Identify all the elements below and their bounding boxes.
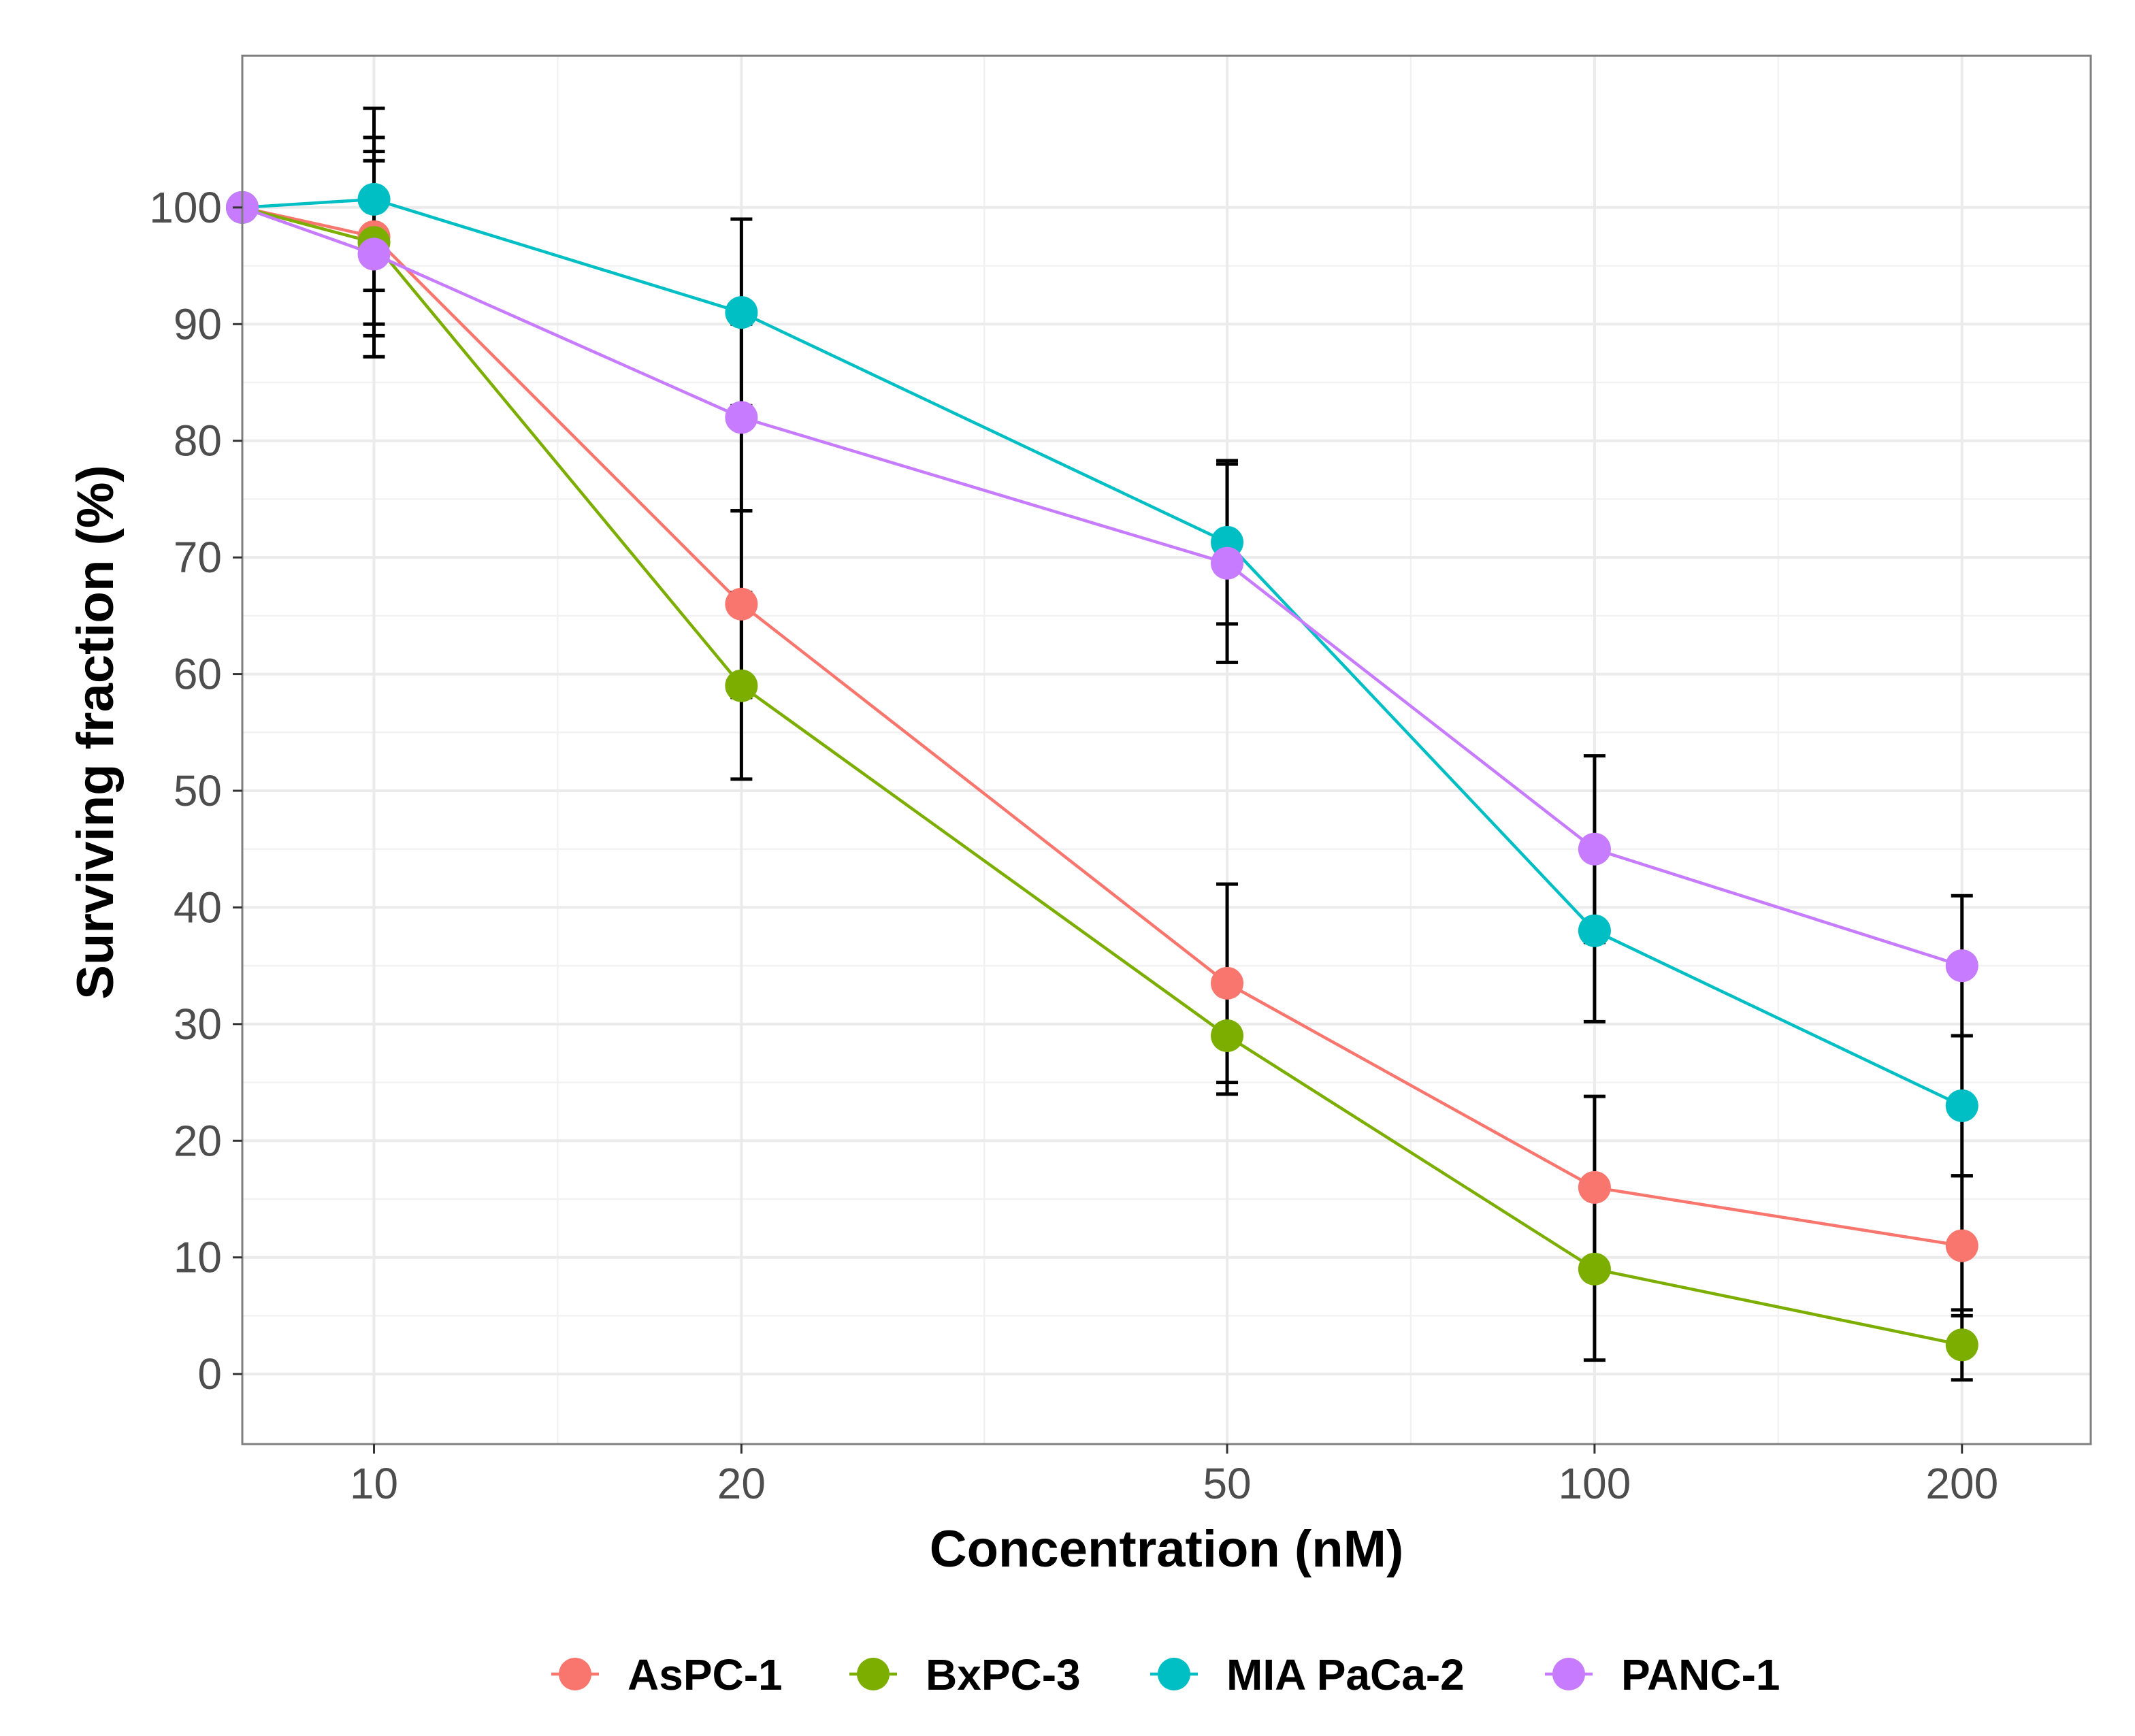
y-tick-label: 60	[174, 650, 222, 699]
data-point-MIA PaCa-2	[1945, 1089, 1978, 1122]
data-point-AsPC-1	[1945, 1229, 1978, 1262]
data-point-PANC-1	[725, 401, 758, 434]
data-point-PANC-1	[357, 238, 391, 271]
series-line-MIA PaCa-2	[242, 197, 1963, 1107]
x-tick-label: 20	[717, 1459, 766, 1508]
legend-key-point	[559, 1658, 591, 1690]
y-tick-label: 40	[174, 883, 222, 932]
y-tick-label: 20	[174, 1116, 222, 1165]
data-points	[226, 182, 1978, 1362]
data-point-PANC-1	[1945, 949, 1978, 983]
legend-label: AsPC-1	[628, 1650, 783, 1699]
legend-label: PANC-1	[1621, 1650, 1780, 1699]
data-point-MIA PaCa-2	[1578, 914, 1611, 947]
y-tick-label: 100	[149, 183, 222, 232]
x-axis-title: Concentration (nM)	[930, 1520, 1404, 1578]
data-point-MIA PaCa-2	[357, 182, 391, 216]
y-tick-label: 50	[174, 766, 222, 815]
y-tick-label: 10	[174, 1233, 222, 1282]
data-point-PANC-1	[1211, 546, 1244, 580]
y-tick-label: 70	[174, 533, 222, 582]
legend-label: MIA PaCa-2	[1226, 1650, 1465, 1699]
data-point-BxPC-3	[725, 669, 758, 702]
data-point-BxPC-3	[1578, 1252, 1611, 1285]
x-tick-label: 10	[350, 1459, 398, 1508]
panel-border	[241, 54, 2092, 1445]
x-tick-label: 100	[1559, 1459, 1631, 1508]
legend-item-AsPC-1: AsPC-1	[551, 1650, 783, 1699]
legend-key-point	[1158, 1658, 1190, 1690]
series-line-BxPC-3	[242, 206, 1963, 1347]
legend-label: BxPC-3	[926, 1650, 1081, 1699]
data-point-BxPC-3	[1211, 1019, 1244, 1052]
data-point-AsPC-1	[1578, 1170, 1611, 1204]
legend-item-PANC-1: PANC-1	[1545, 1650, 1780, 1699]
y-tick-label: 80	[174, 416, 222, 465]
data-point-PANC-1	[1578, 832, 1611, 866]
y-tick-label: 30	[174, 1000, 222, 1049]
series-line-PANC-1	[242, 206, 1963, 968]
legend-item-BxPC-3: BxPC-3	[849, 1650, 1081, 1699]
legend-key-point	[857, 1658, 890, 1690]
data-point-BxPC-3	[1945, 1328, 1978, 1362]
y-axis-title: Surviving fraction (%)	[67, 465, 125, 999]
series-lines	[242, 197, 1963, 1347]
series-line-AsPC-1	[242, 206, 1963, 1247]
y-tick-label: 90	[174, 299, 222, 348]
y-axis-tick-labels: 0 10 20 30 40 50 60 70 80 90 100	[149, 183, 222, 1398]
axis-ticks	[233, 206, 1963, 1454]
x-tick-label: 200	[1925, 1459, 1998, 1508]
x-axis-tick-labels: 10 20 50 100 200	[350, 1459, 1998, 1508]
data-point-MIA PaCa-2	[725, 296, 758, 329]
legend-item-MIA PaCa-2: MIA PaCa-2	[1150, 1650, 1465, 1699]
data-point-AsPC-1	[1211, 966, 1244, 1000]
x-tick-label: 50	[1203, 1459, 1251, 1508]
data-point-AsPC-1	[725, 587, 758, 621]
legend-key-point	[1552, 1658, 1585, 1690]
legend: AsPC-1 BxPC-3 MIA PaCa-2 PANC-1	[551, 1650, 1780, 1699]
y-tick-label: 0	[197, 1349, 222, 1398]
